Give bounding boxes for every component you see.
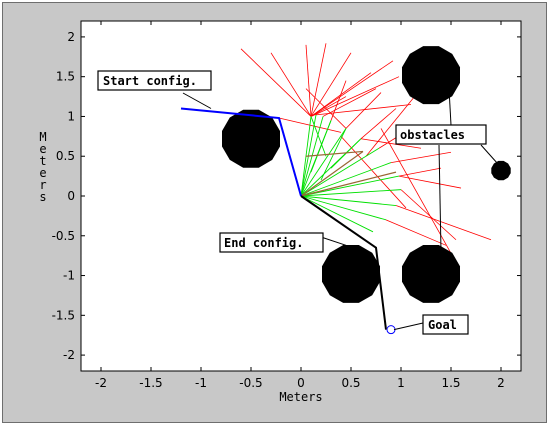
x-tick-label: -1.5 <box>139 376 162 390</box>
x-axis-label: Meters <box>279 390 322 404</box>
red-branches <box>240 43 492 254</box>
callout-leader <box>448 88 452 126</box>
y-tick-label: -1 <box>63 269 75 283</box>
green-branch <box>300 195 397 206</box>
red-branch <box>395 205 492 241</box>
x-tick-label: -1 <box>195 376 207 390</box>
obstacle <box>222 109 280 168</box>
callout-leader <box>438 144 442 252</box>
end-config-arm <box>300 195 387 330</box>
callout-leader <box>393 322 424 331</box>
callout-label: Goal <box>428 318 457 332</box>
green-branch <box>300 195 374 233</box>
red-branch <box>305 88 347 129</box>
green-branches <box>300 114 402 233</box>
red-branch <box>240 48 312 117</box>
start-config-arm <box>180 107 302 197</box>
green-branch <box>300 175 400 197</box>
robot-configs <box>180 107 396 335</box>
red-branch <box>390 151 452 163</box>
callout-leader <box>480 144 502 168</box>
tick-marks <box>81 21 521 371</box>
green-branch <box>300 189 402 197</box>
callout-box <box>422 314 469 335</box>
callout-label: Start config. <box>103 74 197 88</box>
red-branch <box>310 96 347 117</box>
red-branch <box>322 88 377 117</box>
goal-marker <box>386 325 396 335</box>
y-tick-label: -2 <box>63 348 75 362</box>
x-tick-label: -2 <box>95 376 107 390</box>
red-branch <box>345 92 382 129</box>
x-tick-label: 0.5 <box>341 376 360 390</box>
callout-label: End config. <box>224 236 303 250</box>
red-branch <box>400 189 457 241</box>
obstacles <box>222 46 511 303</box>
x-tick-labels: -2 -1.5 -1 -0.5 0 0.5 1 1.5 2 <box>95 376 505 390</box>
y-axis-label-char: e <box>39 142 46 156</box>
y-tick-label: 2 <box>67 30 75 44</box>
red-branch <box>310 52 352 117</box>
callout-leader <box>182 92 212 109</box>
green-branch <box>300 195 387 221</box>
y-tick-label: 1 <box>67 109 75 123</box>
y-tick-label: 1.5 <box>56 70 75 84</box>
obstacle <box>322 245 380 303</box>
obstacle <box>491 160 511 181</box>
brown-branches <box>300 150 397 197</box>
green-branch <box>300 128 347 197</box>
plot: -2 -1.5 -1 -0.5 0 0.5 1 1.5 2 2 1.5 1 0.5 0 -0.5 -1 -1.… <box>39 20 522 404</box>
brown-branch <box>300 150 364 197</box>
green-branch <box>310 116 327 157</box>
red-branch <box>310 43 327 117</box>
red-branch <box>385 219 447 246</box>
y-axis-label-char: s <box>39 190 46 204</box>
callout-box <box>395 124 487 145</box>
y-axis-label-char: e <box>39 166 46 180</box>
green-branch <box>310 120 332 173</box>
callout-leader <box>320 236 347 246</box>
red-branch <box>360 138 422 149</box>
y-tick-label: 0.5 <box>56 149 75 163</box>
red-branch <box>330 80 347 121</box>
red-branch <box>398 175 462 189</box>
x-tick-label: -0.5 <box>239 376 262 390</box>
obstacle <box>402 46 460 105</box>
red-branch <box>305 44 312 117</box>
green-branch <box>300 147 380 197</box>
brown-branch <box>300 171 397 197</box>
red-branch <box>270 52 312 117</box>
x-tick-label: 2 <box>497 376 505 390</box>
y-tick-label: -0.5 <box>52 229 75 243</box>
y-axis-label-char: M <box>39 130 46 144</box>
y-axis-label-char: t <box>39 154 46 168</box>
x-tick-label: 0 <box>297 376 305 390</box>
red-branch <box>310 76 400 117</box>
obstacle <box>402 245 460 303</box>
y-tick-label: -1.5 <box>52 308 75 322</box>
green-branch <box>300 162 392 197</box>
brown-branch <box>305 150 364 157</box>
y-tick-label: 0 <box>67 189 75 203</box>
x-tick-label: 1.5 <box>441 376 460 390</box>
callout-label: obstacles <box>400 128 465 142</box>
x-tick-label: 1 <box>397 376 405 390</box>
callout-box <box>219 232 324 253</box>
red-branch <box>360 108 397 140</box>
red-branch <box>365 88 422 157</box>
y-axis-label-char: r <box>39 178 46 192</box>
callouts: Start config. obstacles End config. Goal <box>97 70 502 335</box>
red-branch <box>380 128 452 254</box>
red-branch <box>315 104 412 116</box>
callout-box <box>97 70 212 91</box>
y-tick-labels: 2 1.5 1 0.5 0 -0.5 -1 -1.5 -2 <box>52 30 75 362</box>
red-branch <box>398 167 442 177</box>
